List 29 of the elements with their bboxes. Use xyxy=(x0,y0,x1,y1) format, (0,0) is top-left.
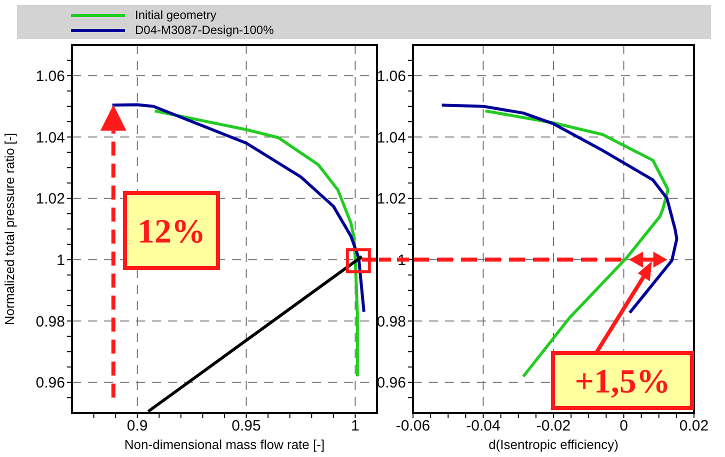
x-tick-label: -0.06 xyxy=(396,418,430,435)
y-tick-label: 0.98 xyxy=(36,313,65,330)
annotation: 12% xyxy=(138,214,206,250)
text-box: 12% xyxy=(123,191,220,270)
x-tick-label: 0.9 xyxy=(126,418,148,435)
x-axis-title: Non-dimensional mass flow rate [-] xyxy=(124,437,325,452)
y-tick-label: 1.04 xyxy=(36,129,65,146)
y-tick-label: 1.04 xyxy=(376,129,406,146)
x-tick-label: 0.02 xyxy=(679,418,709,435)
text-box: +1,5% xyxy=(551,351,694,410)
line-series xyxy=(440,104,678,314)
y-tick-label: 1 xyxy=(56,252,65,269)
x-tick-label: 1 xyxy=(351,418,360,435)
x-tick-label: -0.04 xyxy=(466,418,500,435)
x-tick-label: -0.02 xyxy=(536,418,571,435)
y-tick-label: 0.96 xyxy=(376,374,406,392)
y-tick-label: 1.06 xyxy=(376,68,406,85)
x-axis-title: d(Isentropic efficiency) xyxy=(488,437,618,452)
y-tick-label: 1.02 xyxy=(36,190,65,208)
y-axis-title: Normalized total pressure ratio [-] xyxy=(2,132,17,326)
y-tick-label: 1.06 xyxy=(36,68,65,85)
y-tick-label: 0.98 xyxy=(376,313,406,330)
x-tick-label: 0.95 xyxy=(232,418,261,435)
y-tick-label: 1.02 xyxy=(376,190,406,208)
y-tick-label: 0.96 xyxy=(36,374,65,392)
x-tick-label: 0 xyxy=(620,418,628,435)
legend-label: Initial geometry xyxy=(135,8,216,22)
annotation: +1,5% xyxy=(574,364,670,400)
legend-label: D04-M3087-Design-100% xyxy=(135,23,274,37)
